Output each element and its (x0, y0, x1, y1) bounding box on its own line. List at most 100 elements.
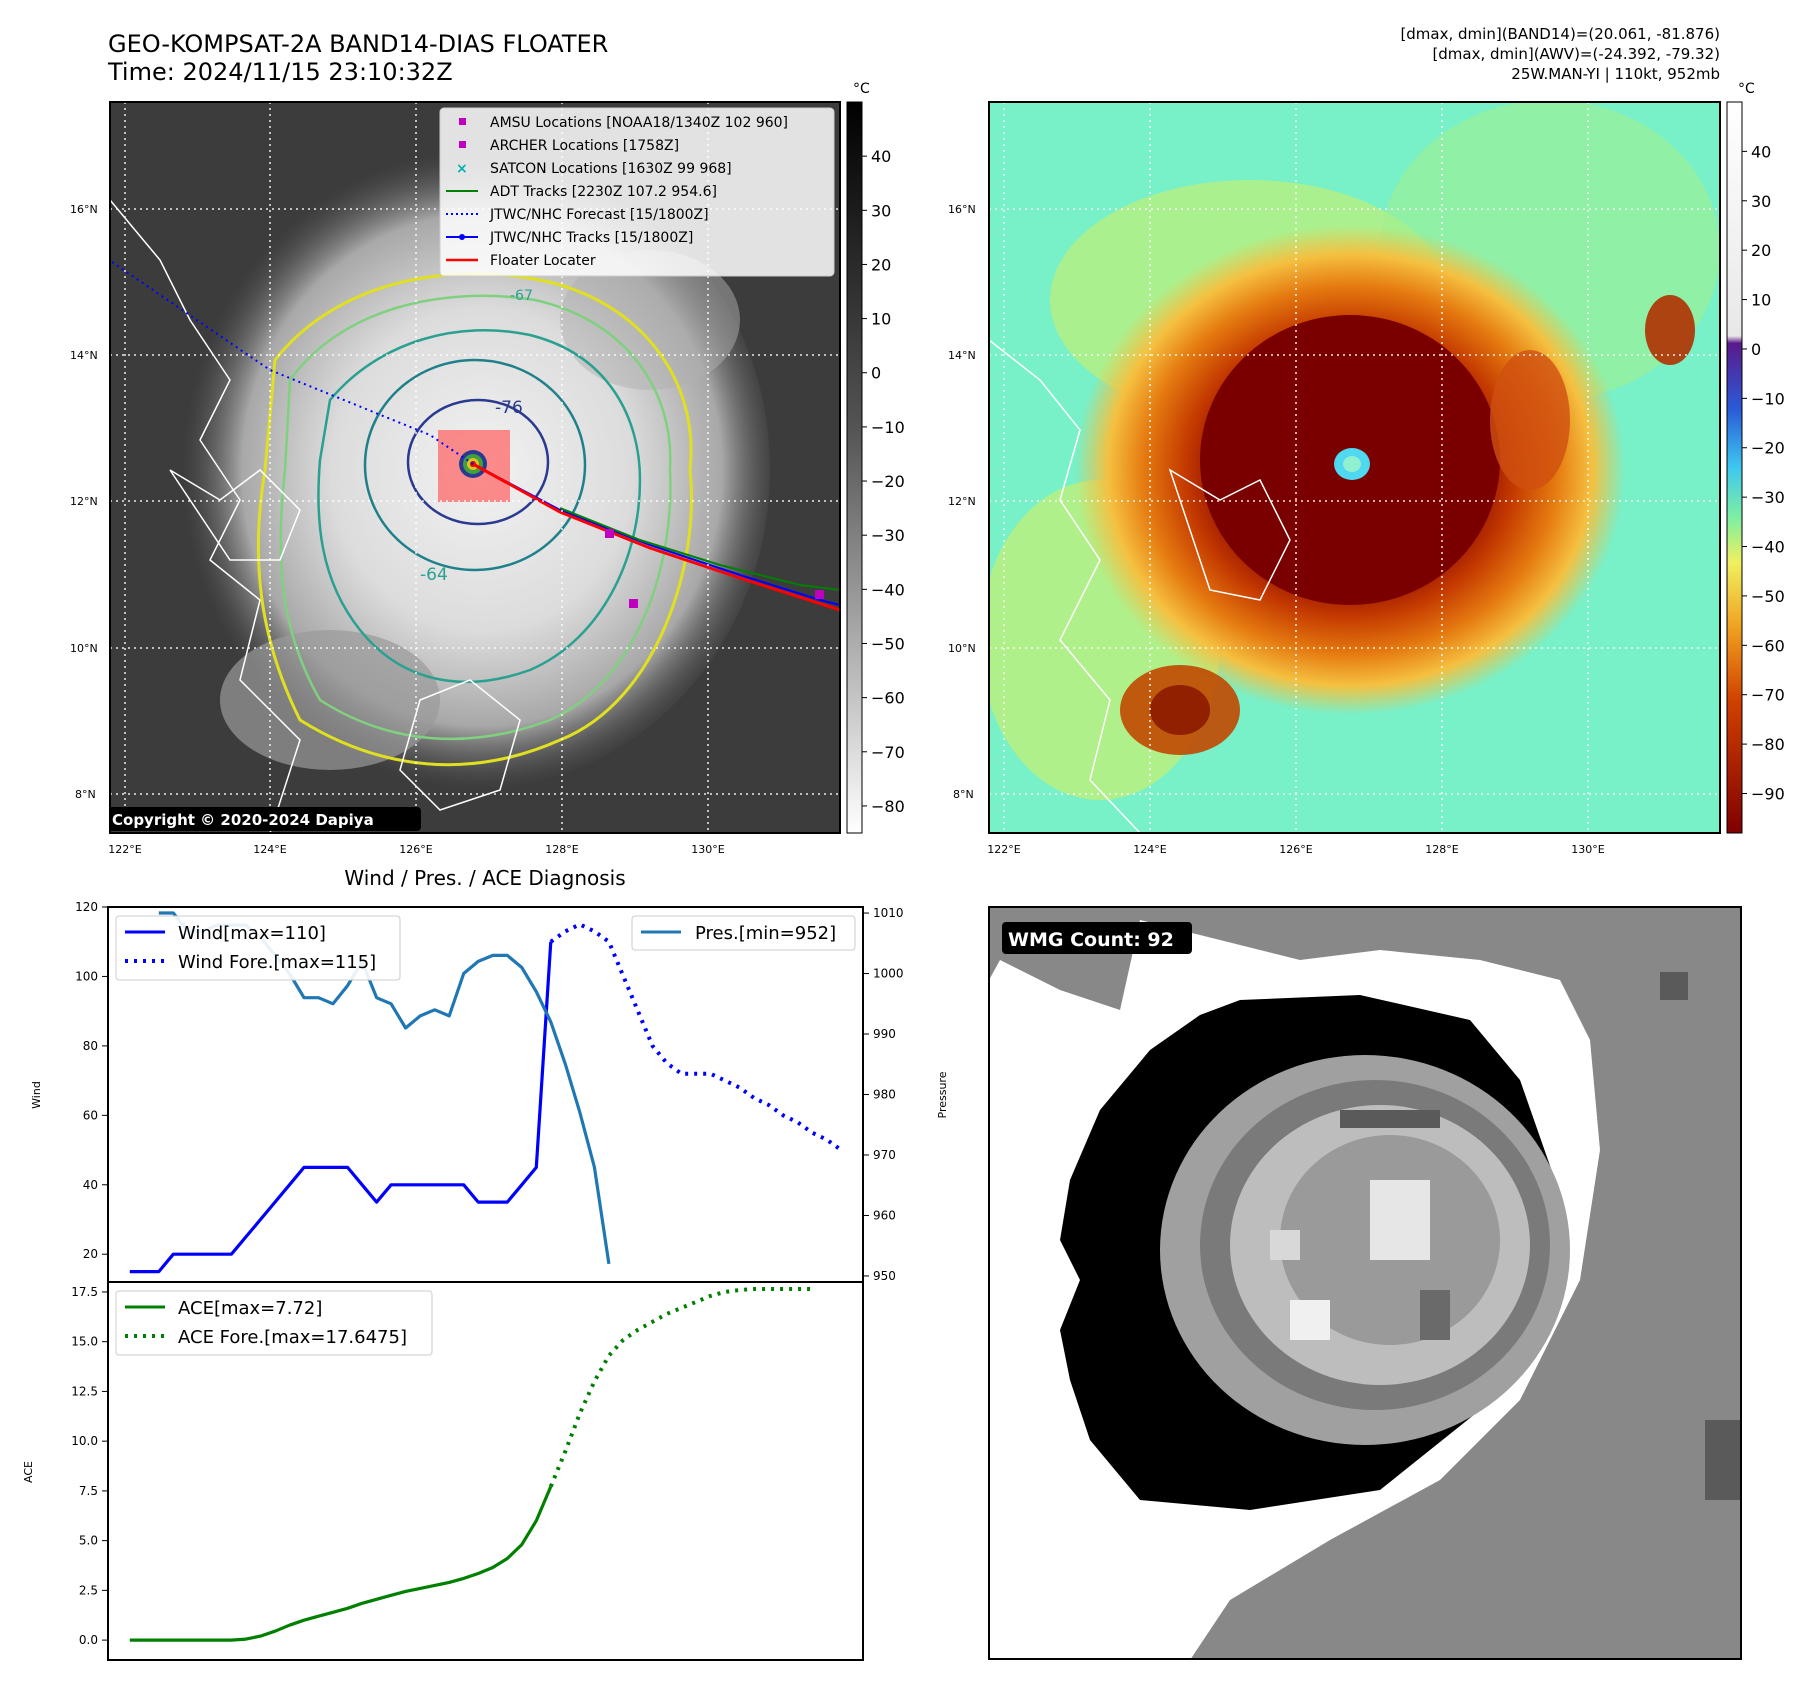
right-colorbar-tick-label: 0 (1751, 340, 1761, 359)
series-line-wind-fore-max-115- (549, 922, 843, 1152)
wind-tick-label: 20 (83, 1247, 98, 1261)
right-map-lat-labels: 16°N 14°N 12°N 10°N 8°N (948, 203, 976, 801)
lat-label: 16°N (948, 203, 976, 216)
ace-axis-label: ACE (22, 1461, 35, 1483)
ace-tick-label: 12.5 (71, 1384, 98, 1398)
wind-axis-label: Wind (30, 1081, 43, 1109)
left-colorbar-tick-label: 20 (871, 255, 891, 274)
satcon-marker-icon: × (456, 161, 468, 177)
lon-label: 124°E (253, 843, 286, 856)
ace-tick-label: 17.5 (71, 1285, 98, 1299)
right-map-frame (988, 101, 1721, 834)
left-map-lon-labels: 122°E 124°E 126°E 128°E 130°E (108, 843, 724, 856)
legend-pressure: Pres.[min=952] (695, 923, 836, 944)
band14-range: [dmax, dmin](BAND14)=(20.061, -81.876) (1400, 25, 1720, 43)
wind-tick-label: 100 (75, 969, 98, 983)
lat-label: 14°N (70, 349, 98, 362)
series-line-wind-max-110- (129, 941, 553, 1274)
right-colorbar-tick-label: 30 (1751, 192, 1771, 211)
legend-floater: Floater Locater (490, 253, 596, 269)
lon-label: 122°E (987, 843, 1020, 856)
right-colorbar-tick-label: −40 (1751, 538, 1785, 557)
wmg-panel: WMG Count: 92 (988, 906, 1742, 1660)
wind-tick-label: 60 (83, 1108, 98, 1122)
lon-label: 130°E (691, 843, 724, 856)
right-colorbar-tick-label: −90 (1751, 784, 1785, 803)
legend-tracks: JTWC/NHC Tracks [15/1800Z] (489, 230, 693, 246)
legend-forecast: JTWC/NHC Forecast [15/1800Z] (489, 207, 709, 223)
storm-info: 25W.MAN-YI | 110kt, 952mb (1511, 65, 1720, 83)
right-colorbar-tick-label: 40 (1751, 142, 1771, 161)
ace-tick-label: 0.0 (79, 1633, 98, 1647)
wmg-count-label: WMG Count: 92 (1008, 929, 1174, 951)
awv-range: [dmax, dmin](AWV)=(-24.392, -79.32) (1432, 45, 1720, 63)
legend-wind-forecast: Wind Fore.[max=115] (178, 952, 376, 973)
left-colorbar-tick-label: −80 (871, 797, 905, 816)
contour-label-67: -67 (510, 288, 533, 304)
contour-label-64: -64 (420, 565, 448, 585)
left-colorbar-tick-label: −70 (871, 743, 905, 762)
pressure-tick-label: 970 (873, 1148, 896, 1162)
lat-label: 12°N (70, 495, 98, 508)
pressure-axis-label: Pressure (936, 1071, 949, 1118)
right-map (989, 102, 1720, 833)
amsu-marker-icon (459, 118, 466, 125)
lat-label: 8°N (953, 788, 974, 801)
lon-label: 130°E (1571, 843, 1604, 856)
lat-label: 14°N (948, 349, 976, 362)
wind-tick-label: 120 (75, 900, 98, 914)
right-colorbar-tick-label: −50 (1751, 587, 1785, 606)
right-colorbar-tick-label: −30 (1751, 488, 1785, 507)
left-colorbar-tick-label: 10 (871, 310, 891, 329)
ace-legend: ACE[max=7.72] ACE Fore.[max=17.6475] (115, 1290, 433, 1356)
legend-adt: ADT Tracks [2230Z 107.2 954.6] (490, 184, 717, 200)
legend-ace-forecast: ACE Fore.[max=17.6475] (178, 1327, 407, 1348)
left-colorbar-tick-label: −50 (871, 634, 905, 653)
time-stamp: Time: 2024/11/15 23:10:32Z (107, 58, 453, 86)
ace-tick-label: 7.5 (79, 1484, 98, 1498)
left-map-frame (109, 101, 841, 834)
legend-amsu: AMSU Locations [NOAA18/1340Z 102 960] (490, 115, 788, 131)
contour-label-76: -76 (495, 398, 523, 418)
pressure-tick-label: 950 (873, 1269, 896, 1283)
left-colorbar-tick-label: 0 (871, 364, 881, 383)
pressure-tick-label: 960 (873, 1208, 896, 1222)
lon-label: 124°E (1133, 843, 1166, 856)
lat-label: 16°N (70, 203, 98, 216)
series-line-ace-max-7-72- (129, 1485, 553, 1642)
diagnosis-title: Wind / Pres. / ACE Diagnosis (344, 866, 625, 890)
pressure-tick-label: 990 (873, 1027, 896, 1041)
pressure-tick-label: 1010 (873, 906, 904, 920)
ace-tick-label: 2.5 (79, 1583, 98, 1597)
right-colorbar: °C 40 30 20 10 0 −10 −20 −30 −40 −50 −60 −70 −80 −90 (1726, 81, 1785, 834)
lon-label: 126°E (399, 843, 432, 856)
right-colorbar-tick-label: −70 (1751, 686, 1785, 705)
lat-label: 12°N (948, 495, 976, 508)
legend-wind: Wind[max=110] (178, 923, 326, 944)
ace-tick-label: 10.0 (71, 1434, 98, 1448)
left-colorbar-tick-label: −30 (871, 526, 905, 545)
wind-tick-label: 80 (83, 1039, 98, 1053)
right-colorbar-tick-label: 20 (1751, 241, 1771, 260)
legend-ace: ACE[max=7.72] (178, 1298, 322, 1319)
lat-label: 8°N (75, 788, 96, 801)
left-colorbar-tick-label: 40 (871, 147, 891, 166)
pressure-tick-label: 980 (873, 1088, 896, 1102)
main-title: GEO-KOMPSAT-2A BAND14-DIAS FLOATER (108, 30, 608, 58)
right-map-lon-labels: 122°E 124°E 126°E 128°E 130°E (987, 843, 1604, 856)
lon-label: 128°E (545, 843, 578, 856)
left-colorbar-tick-label: −60 (871, 689, 905, 708)
left-colorbar-tick-label: 30 (871, 201, 891, 220)
ace-tick-label: 5.0 (79, 1534, 98, 1548)
right-colorbar-tick-label: −60 (1751, 636, 1785, 655)
right-colorbar-tick-label: −20 (1751, 439, 1785, 458)
left-colorbar-tick-label: −20 (871, 472, 905, 491)
map-legend: AMSU Locations [NOAA18/1340Z 102 960] AR… (439, 107, 835, 277)
ace-panel: ACE 0.0 2.5 5.0 7.5 10.0 12.5 15.0 17.5 ACE[max… (22, 1281, 864, 1661)
left-colorbar-tick-label: −10 (871, 418, 905, 437)
legend-satcon: SATCON Locations [1630Z 99 968] (490, 161, 732, 177)
pressure-tick-label: 1000 (873, 967, 904, 981)
legend-archer: ARCHER Locations [1758Z] (490, 138, 679, 154)
